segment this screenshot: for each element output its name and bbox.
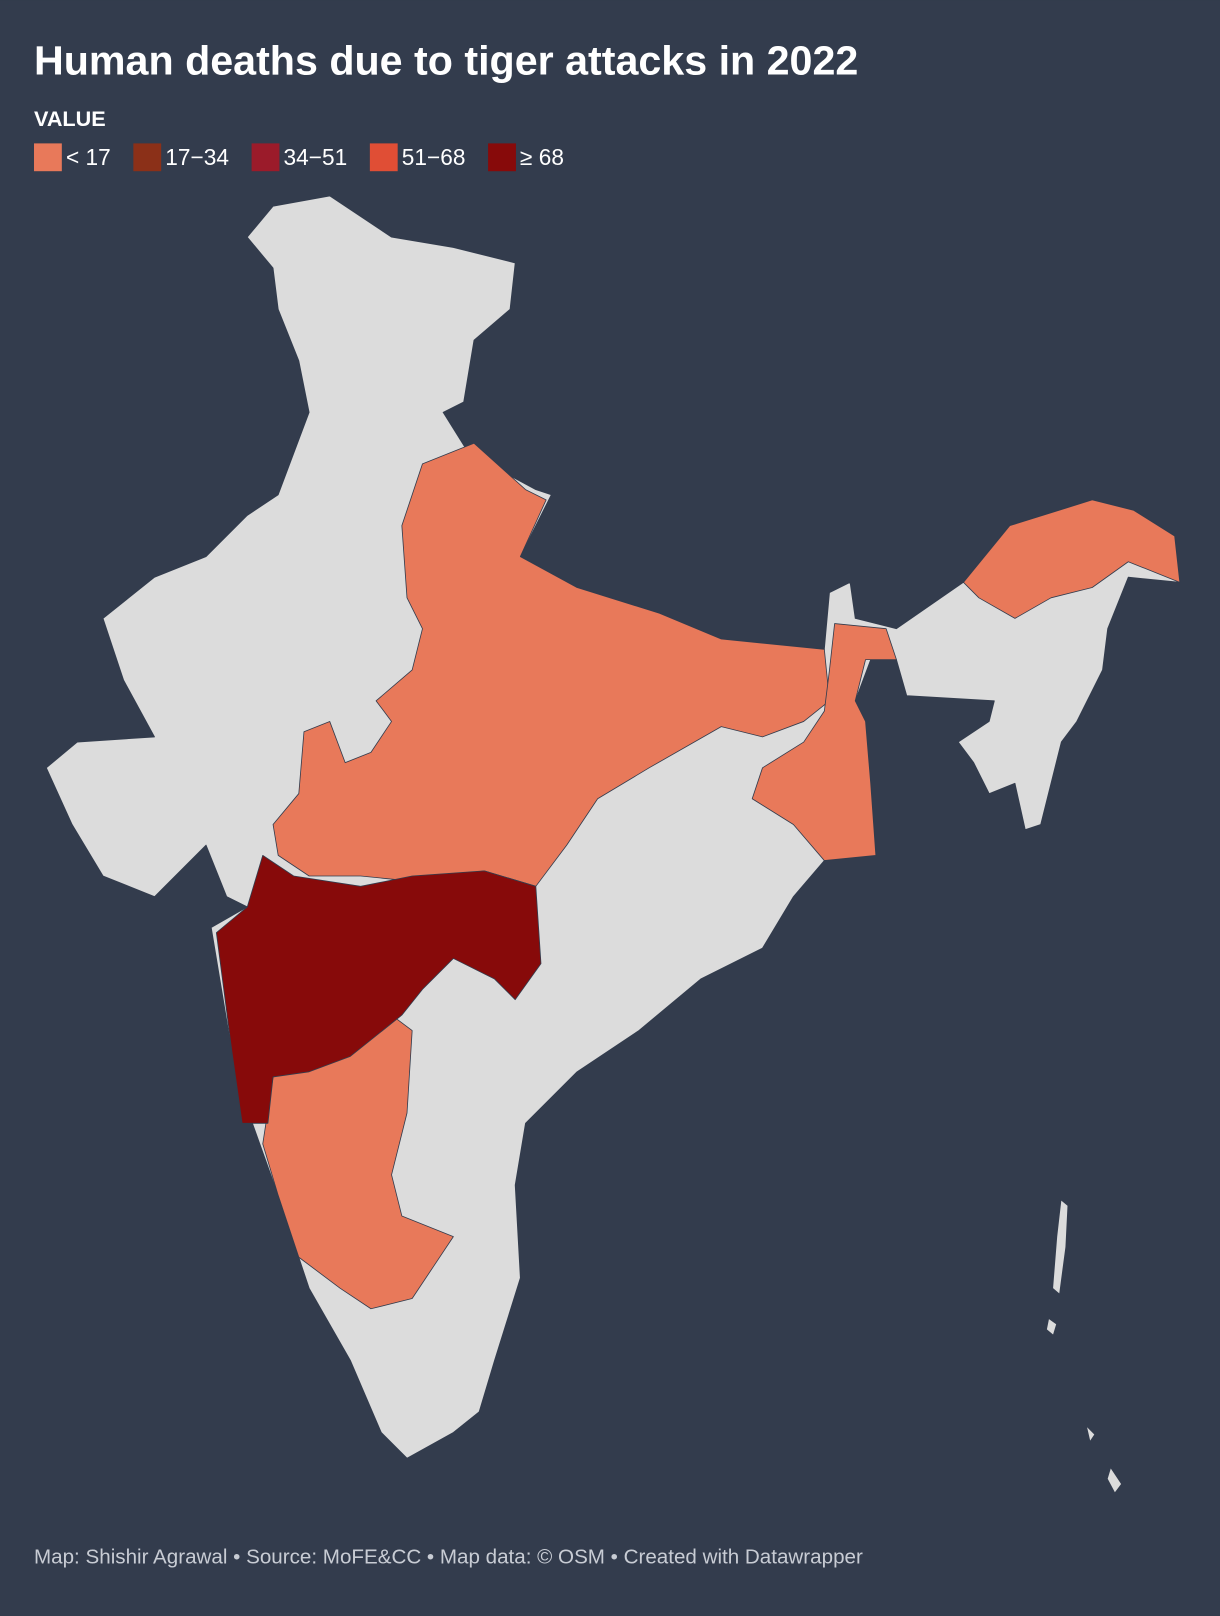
legend-swatch bbox=[251, 143, 280, 172]
region-lowest-bin bbox=[751, 623, 897, 861]
legend-label: 17−34 bbox=[165, 144, 229, 170]
legend: < 17 17−34 34−51 51−68 ≥ 68 bbox=[34, 143, 564, 172]
legend-swatch bbox=[34, 143, 62, 172]
region-lowest-bin bbox=[262, 1014, 454, 1310]
region-lowest-bin bbox=[963, 499, 1181, 619]
region-highest-bin bbox=[215, 854, 542, 1124]
legend-swatch bbox=[133, 143, 162, 172]
legend-swatch bbox=[369, 143, 398, 172]
legend-label: 51−68 bbox=[402, 144, 466, 170]
legend-label: < 17 bbox=[66, 144, 111, 170]
title: Human deaths due to tiger attacks in 202… bbox=[34, 37, 858, 83]
legend-title: VALUE bbox=[34, 106, 106, 131]
legend-swatch bbox=[488, 143, 516, 172]
legend-label: 34−51 bbox=[284, 144, 348, 170]
map bbox=[45, 195, 1181, 1493]
footer: Map: Shishir Agrawal • Source: MoFE&CC •… bbox=[34, 1545, 863, 1568]
legend-label: ≥ 68 bbox=[520, 144, 564, 170]
